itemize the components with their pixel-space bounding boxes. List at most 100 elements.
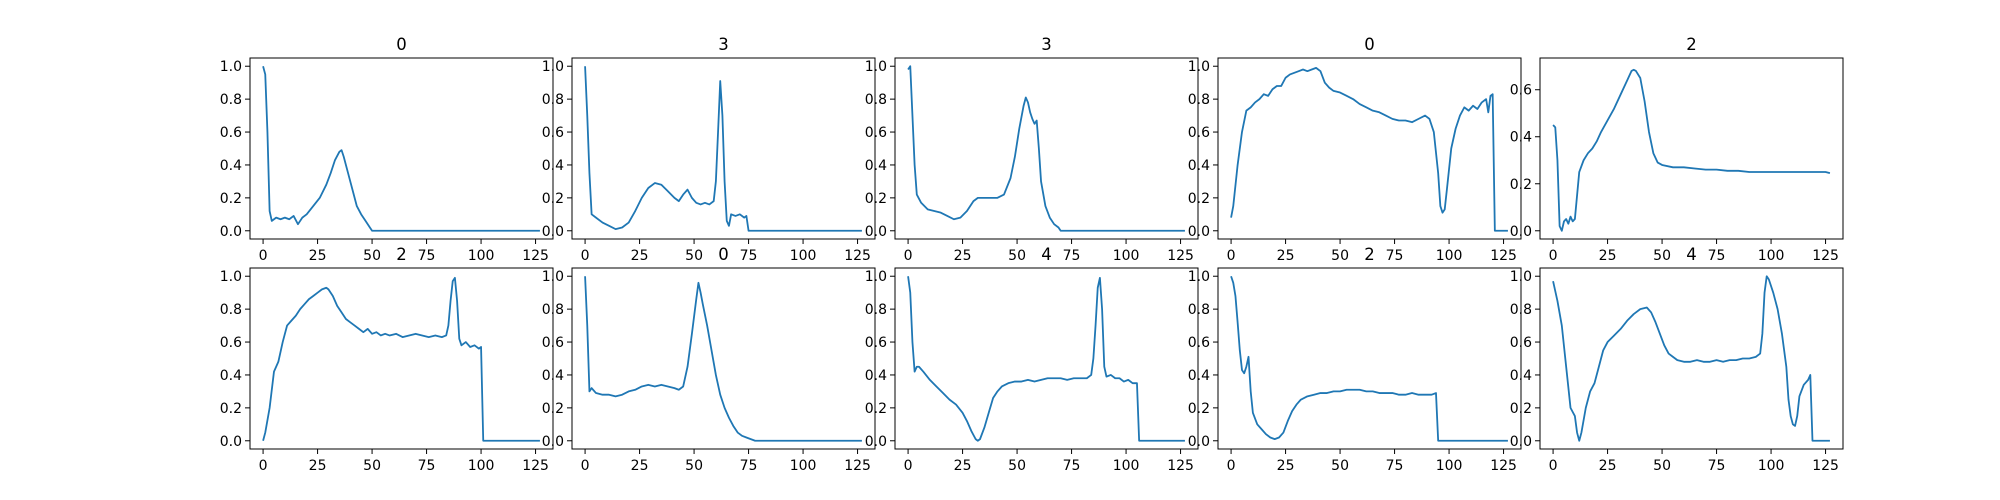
x-tick-label: 25: [631, 248, 649, 264]
x-tick-label: 0: [904, 248, 913, 264]
x-tick-label: 125: [1490, 248, 1517, 264]
y-tick-label: 1.0: [1510, 269, 1532, 285]
subplot-title: 3: [718, 35, 729, 54]
y-tick-label: 0.8: [865, 92, 887, 108]
y-tick-label: 0.4: [220, 368, 242, 384]
y-tick-label: 1.0: [865, 269, 887, 285]
x-tick-label: 50: [685, 458, 703, 474]
y-tick-label: 0.0: [1188, 434, 1210, 450]
x-tick-label: 125: [1167, 458, 1194, 474]
x-tick-label: 50: [363, 248, 381, 264]
subplot-title: 2: [396, 245, 407, 264]
axes-frame: [571, 267, 876, 450]
y-tick-label: 0.4: [220, 158, 242, 174]
y-tick-label: 0.8: [220, 92, 242, 108]
x-tick-label: 75: [1063, 458, 1081, 474]
series-line: [1230, 275, 1508, 442]
x-tick-label: 25: [309, 458, 327, 474]
y-tick-label: 1.0: [542, 269, 564, 285]
x-tick-label: 125: [1167, 248, 1194, 264]
x-tick-label: 75: [1708, 458, 1726, 474]
y-tick-label: 0.2: [220, 191, 242, 207]
x-tick-label: 100: [1436, 248, 1463, 264]
y-tick-label: 0.2: [542, 191, 564, 207]
x-tick-label: 125: [844, 458, 871, 474]
x-tick-label: 25: [309, 248, 327, 264]
x-tick-label: 0: [581, 458, 590, 474]
x-tick-label: 50: [1008, 458, 1026, 474]
y-tick-label: 0.8: [542, 302, 564, 318]
y-tick-label: 1.0: [220, 59, 242, 75]
x-tick-label: 125: [522, 248, 549, 264]
x-tick-label: 125: [1490, 458, 1517, 474]
x-tick-label: 125: [1812, 248, 1839, 264]
y-tick-label: 0.4: [1510, 130, 1532, 146]
x-tick-label: 100: [468, 458, 495, 474]
y-tick-label: 0.2: [220, 401, 242, 417]
x-tick-label: 75: [418, 458, 436, 474]
axes-frame: [894, 57, 1199, 240]
y-tick-label: 0.4: [1188, 158, 1210, 174]
y-tick-label: 0.6: [865, 335, 887, 351]
x-tick-label: 100: [1758, 248, 1785, 264]
x-tick-label: 0: [1549, 248, 1558, 264]
y-tick-label: 0.4: [542, 368, 564, 384]
y-tick-label: 0.2: [1188, 401, 1210, 417]
axes-frame: [249, 267, 554, 450]
y-tick-label: 0.6: [865, 125, 887, 141]
axes-frame: [894, 267, 1199, 450]
x-tick-label: 125: [1812, 458, 1839, 474]
y-tick-label: 0.2: [1188, 191, 1210, 207]
x-tick-label: 50: [685, 248, 703, 264]
y-tick-label: 0.4: [865, 158, 887, 174]
subplot-title: 4: [1686, 245, 1697, 264]
x-tick-label: 25: [631, 458, 649, 474]
series-line: [1230, 66, 1508, 232]
y-tick-label: 0.2: [1510, 177, 1532, 193]
x-tick-label: 100: [1113, 248, 1140, 264]
series-line: [262, 276, 540, 442]
x-tick-label: 50: [1653, 458, 1671, 474]
y-tick-label: 0.2: [865, 191, 887, 207]
x-tick-label: 75: [1708, 248, 1726, 264]
x-tick-label: 0: [581, 248, 590, 264]
x-tick-label: 25: [1277, 458, 1295, 474]
series-line: [584, 276, 862, 442]
x-tick-label: 100: [1436, 458, 1463, 474]
x-tick-label: 75: [1063, 248, 1081, 264]
subplot-2: 0 25 50 75 100 125 0.0 0.2 0.4 0.6 0.8 1.0 3: [865, 35, 1199, 264]
x-tick-label: 25: [1277, 248, 1295, 264]
x-tick-label: 0: [1227, 248, 1236, 264]
y-tick-label: 0.8: [542, 92, 564, 108]
x-tick-label: 0: [1227, 458, 1236, 474]
subplot-3: 0 25 50 75 100 125 0.0 0.2 0.4 0.6 0.8 1.0 0: [1188, 35, 1522, 264]
y-tick-label: 0.6: [1188, 125, 1210, 141]
axes-frame: [1217, 57, 1522, 240]
y-tick-label: 1.0: [865, 59, 887, 75]
axes-frame: [1539, 57, 1844, 240]
subplot-8: 0 25 50 75 100 125 0.0 0.2 0.4 0.6 0.8 1.0 2: [1188, 245, 1522, 474]
x-tick-label: 75: [418, 248, 436, 264]
x-tick-label: 75: [740, 248, 758, 264]
subplot-title: 4: [1041, 245, 1052, 264]
y-tick-label: 0.0: [220, 434, 242, 450]
y-tick-label: 0.0: [1188, 224, 1210, 240]
axes-frame: [571, 57, 876, 240]
x-tick-label: 100: [790, 248, 817, 264]
x-tick-label: 0: [259, 248, 268, 264]
y-tick-label: 0.6: [542, 335, 564, 351]
x-tick-label: 75: [1386, 458, 1404, 474]
subplot-5: 0 25 50 75 100 125 0.0 0.2 0.4 0.6 0.8 1.0 2: [220, 245, 554, 474]
x-tick-label: 25: [1599, 458, 1617, 474]
series-line: [907, 65, 1185, 232]
y-tick-label: 0.6: [220, 335, 242, 351]
subplot-title: 0: [396, 35, 407, 54]
y-tick-label: 1.0: [1188, 269, 1210, 285]
y-tick-label: 0.6: [1510, 83, 1532, 99]
y-tick-label: 0.8: [1510, 302, 1532, 318]
subplot-1: 0 25 50 75 100 125 0.0 0.2 0.4 0.6 0.8 1.0 3: [542, 35, 876, 264]
x-tick-label: 100: [1758, 458, 1785, 474]
x-tick-label: 50: [1331, 248, 1349, 264]
y-tick-label: 0.6: [542, 125, 564, 141]
